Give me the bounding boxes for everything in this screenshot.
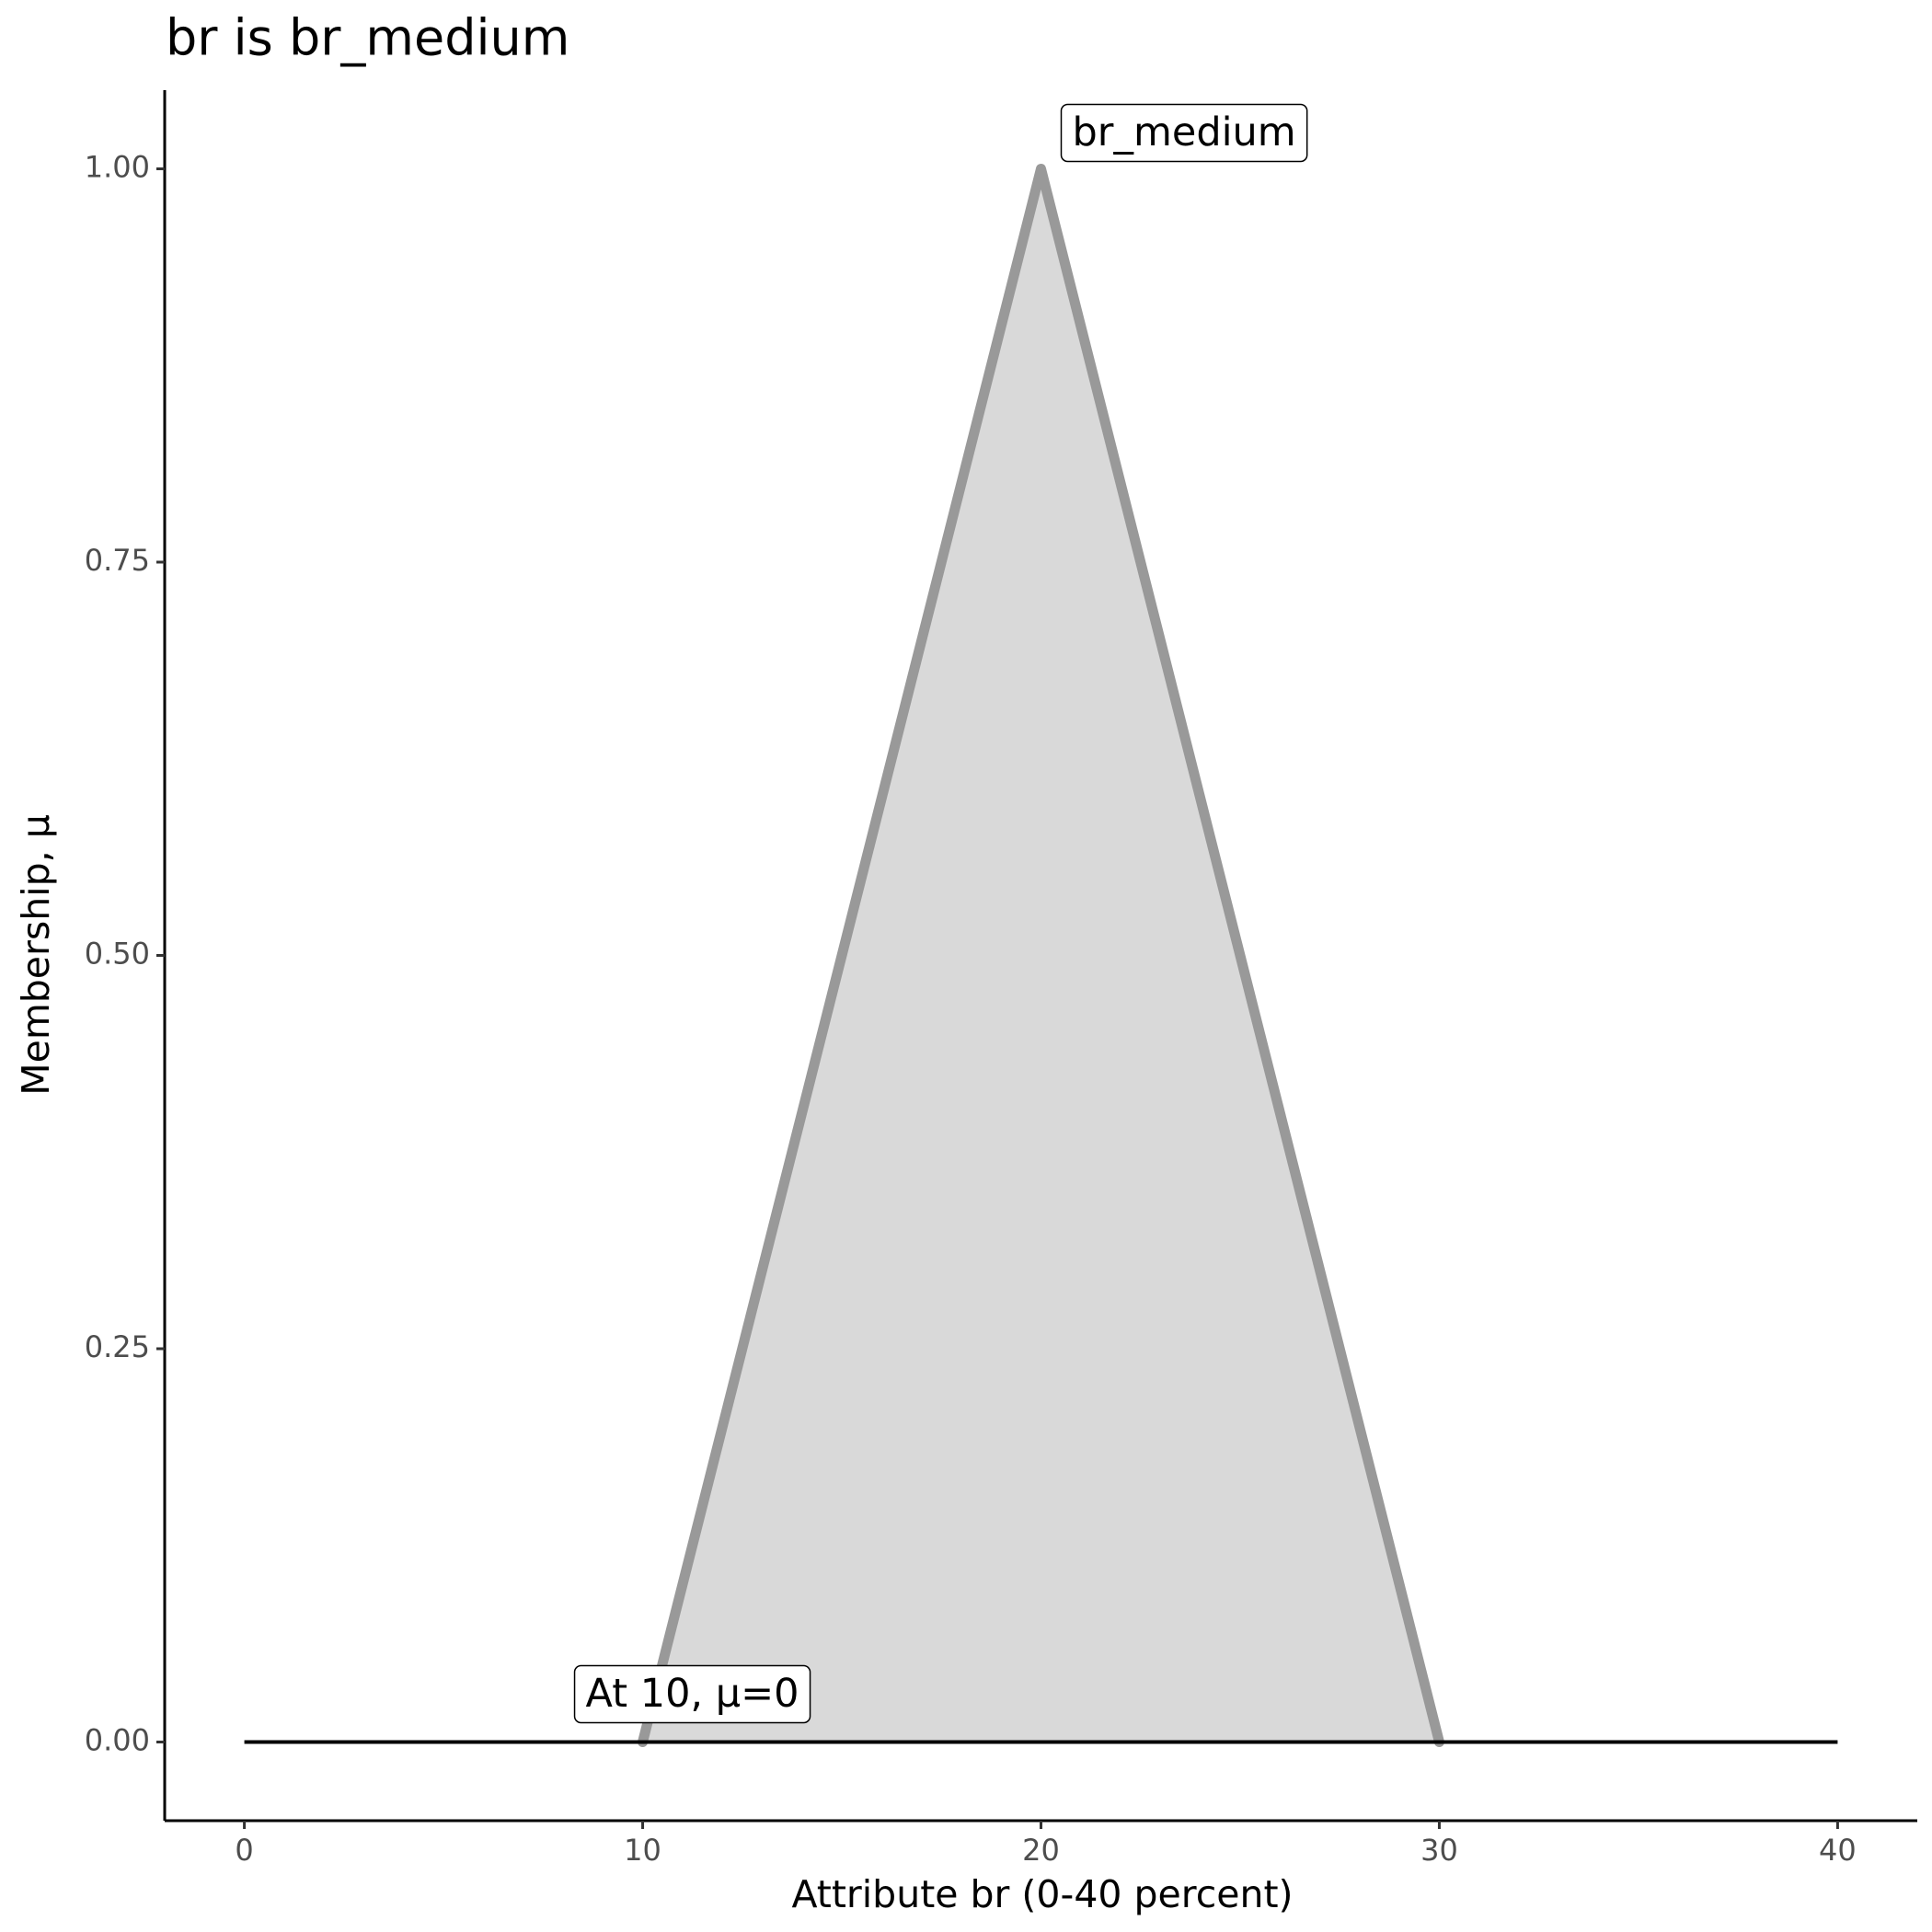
y-tick-label: 0.50: [85, 937, 150, 972]
annotation-box: [1060, 103, 1308, 163]
area-line: [638, 164, 1444, 1747]
y-tick-label: 0.00: [85, 1723, 150, 1758]
x-tick-label: 10: [624, 1833, 661, 1868]
x-tick-label: 30: [1420, 1833, 1458, 1868]
x-tick-label: 20: [1022, 1833, 1060, 1868]
annotation-label: br_medium: [1073, 109, 1296, 155]
y-axis-label: Membership, μ: [14, 814, 58, 1096]
y-tick-label: 0.75: [85, 543, 150, 578]
annotation-box: [573, 1664, 811, 1724]
y-tick-label: 1.00: [85, 150, 150, 185]
area-fill: [642, 168, 1440, 1742]
y-tick-label: 0.25: [85, 1329, 150, 1364]
x-tick-label: 0: [235, 1833, 253, 1868]
chart-title: br is br_medium: [166, 9, 569, 67]
annotation-label: At 10, μ=0: [586, 1671, 799, 1717]
x-axis-label: Attribute br (0-40 percent): [791, 1872, 1293, 1916]
x-tick-label: 40: [1819, 1833, 1857, 1868]
